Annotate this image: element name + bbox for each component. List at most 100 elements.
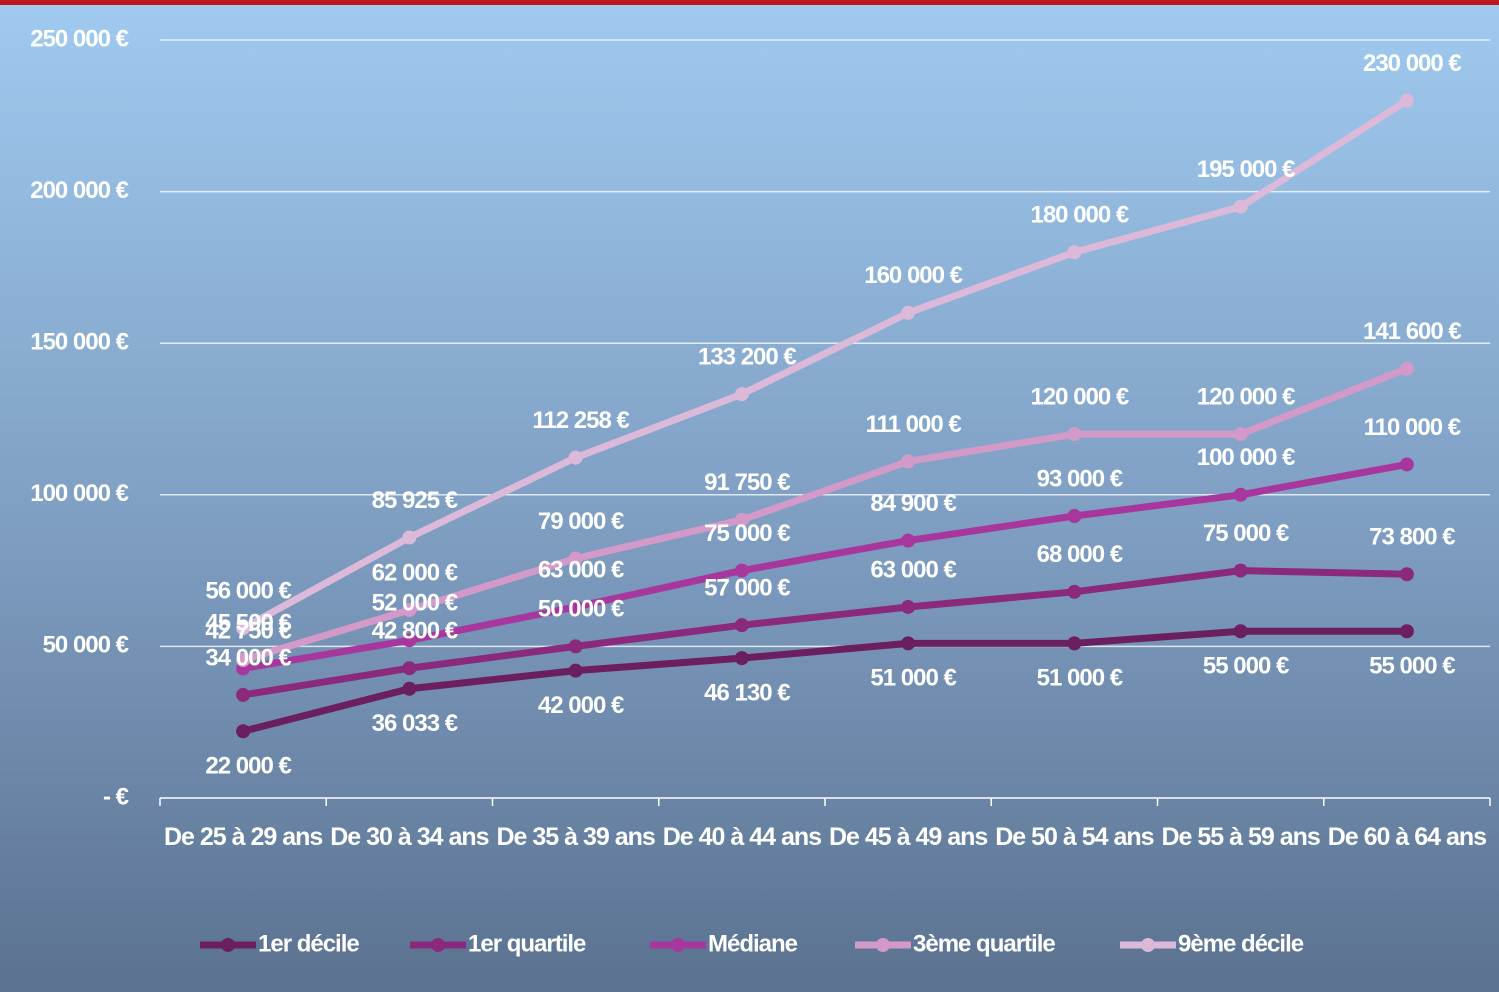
data-point	[568, 663, 583, 678]
series-line	[242, 627, 1407, 735]
data-point	[1067, 245, 1082, 260]
data-point	[734, 651, 749, 666]
y-tick-label: 250 000 €	[30, 25, 128, 52]
data-label: 120 000 €	[1197, 384, 1295, 411]
data-label: 51 000 €	[870, 665, 956, 692]
data-point	[236, 687, 251, 702]
data-label: 75 000 €	[1203, 520, 1289, 547]
data-label: 63 000 €	[538, 556, 624, 583]
data-label: 50 000 €	[538, 596, 624, 623]
legend-label: 9ème décile	[1178, 930, 1304, 957]
x-tick-label: De 60 à 64 ans	[1327, 823, 1487, 851]
data-label: 42 000 €	[538, 692, 624, 719]
data-label: 230 000 €	[1363, 50, 1461, 77]
data-label: 57 000 €	[704, 575, 790, 602]
data-point	[901, 599, 916, 614]
series-line	[241, 97, 1409, 632]
data-point	[402, 681, 417, 696]
data-point	[901, 636, 916, 651]
data-point	[734, 563, 749, 578]
data-point	[1233, 624, 1248, 639]
data-label: 52 000 €	[372, 590, 458, 617]
data-label: 93 000 €	[1037, 465, 1123, 492]
legend-marker	[876, 938, 890, 952]
data-point	[1233, 487, 1248, 502]
y-tick-label: 100 000 €	[30, 480, 128, 507]
data-label: 133 200 €	[698, 343, 796, 370]
series-line	[242, 567, 1407, 699]
x-tick-label: De 35 à 39 ans	[496, 823, 655, 851]
data-point	[1399, 457, 1414, 472]
data-point	[1399, 567, 1414, 582]
data-point	[734, 512, 749, 527]
top-border	[0, 0, 1499, 5]
data-point	[568, 551, 583, 566]
data-label: 45 500 €	[205, 609, 291, 636]
data-point	[901, 533, 916, 548]
data-label: 56 000 €	[205, 578, 291, 605]
legend-label: Médiane	[708, 930, 798, 957]
series-line	[242, 365, 1409, 664]
data-label: 120 000 €	[1030, 384, 1128, 411]
data-point	[901, 454, 916, 469]
data-label: 85 925 €	[372, 487, 458, 514]
legend-marker	[431, 938, 445, 952]
data-label: 46 130 €	[704, 679, 790, 706]
data-point	[1233, 427, 1248, 442]
data-point	[402, 633, 417, 648]
data-label: 84 900 €	[870, 490, 956, 517]
x-tick-label: De 45 à 49 ans	[828, 823, 988, 851]
y-tick-label: 50 000 €	[43, 632, 129, 659]
y-tick-label: - €	[103, 783, 129, 810]
data-label: 55 000 €	[1369, 653, 1455, 680]
data-label: 110 000 €	[1364, 414, 1461, 441]
legend-label: 1er décile	[258, 930, 359, 957]
legend-marker	[1141, 938, 1155, 952]
data-label: 79 000 €	[538, 508, 624, 535]
y-tick-label: 150 000 €	[30, 329, 128, 356]
y-tick-label: 200 000 €	[30, 177, 128, 204]
data-label: 51 000 €	[1037, 665, 1123, 692]
data-point	[402, 661, 417, 676]
data-label: 195 000 €	[1197, 156, 1295, 183]
data-point	[236, 724, 251, 739]
data-label: 75 000 €	[704, 520, 790, 547]
data-label: 73 800 €	[1369, 524, 1455, 551]
legend-label: 1er quartile	[468, 930, 586, 957]
legend-label: 3ème quartile	[913, 930, 1055, 957]
x-tick-label: De 30 à 34 ans	[330, 823, 489, 851]
data-point	[1067, 427, 1082, 442]
data-point	[568, 599, 583, 614]
data-label: 62 000 €	[372, 559, 458, 586]
data-label: 63 000 €	[870, 556, 956, 583]
data-label: 68 000 €	[1037, 541, 1123, 568]
data-label: 91 750 €	[704, 469, 790, 496]
legend-marker	[221, 938, 235, 952]
data-point	[1067, 509, 1082, 524]
data-point	[236, 653, 251, 668]
data-label: 141 600 €	[1363, 318, 1461, 345]
data-point	[901, 305, 916, 320]
data-point	[568, 639, 583, 654]
data-point	[402, 530, 417, 545]
data-label: 42 800 €	[372, 618, 458, 645]
data-label: 36 033 €	[372, 710, 458, 737]
data-point	[1067, 584, 1082, 599]
data-point	[1233, 199, 1248, 214]
data-label: 55 000 €	[1203, 653, 1289, 680]
data-point	[734, 618, 749, 633]
data-label: 34 000 €	[205, 644, 291, 671]
series-line	[242, 461, 1408, 672]
data-label: 42 750 €	[205, 618, 291, 645]
data-point	[734, 387, 749, 402]
x-tick-label: De 40 à 44 ans	[662, 823, 822, 851]
x-tick-label: De 50 à 54 ans	[995, 823, 1154, 851]
data-label: 180 000 €	[1030, 202, 1128, 229]
data-point	[568, 450, 583, 465]
data-point	[236, 621, 251, 636]
data-point	[1233, 563, 1248, 578]
data-label: 111 000 €	[866, 411, 962, 438]
data-point	[1399, 361, 1414, 376]
